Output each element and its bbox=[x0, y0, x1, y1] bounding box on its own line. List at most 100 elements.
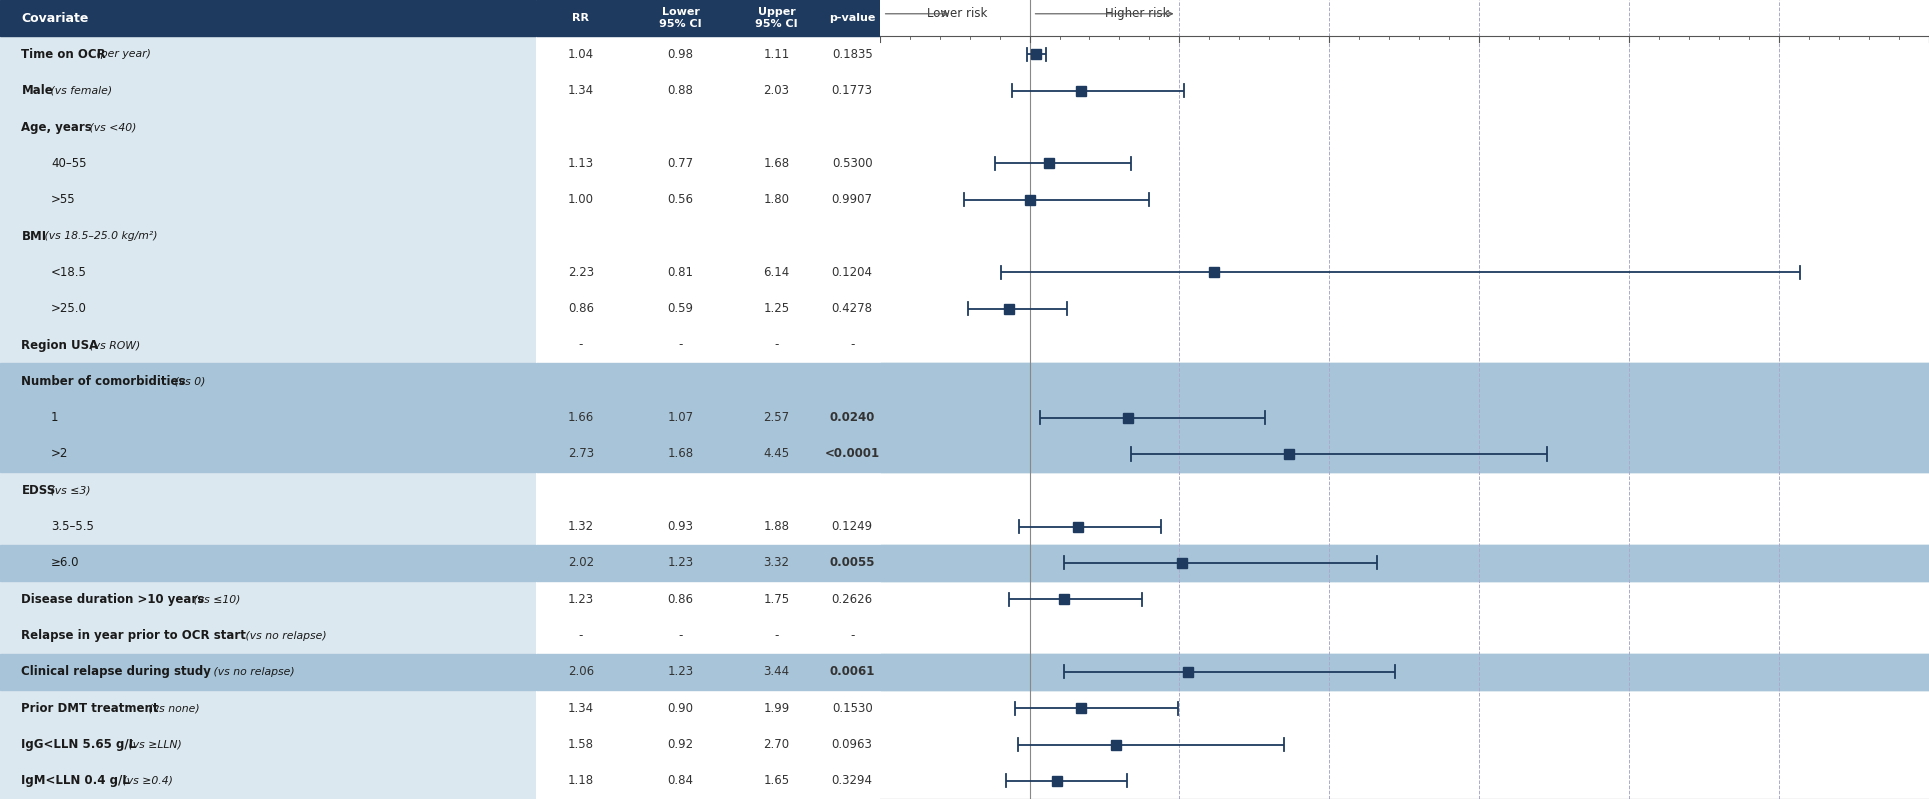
Text: 1.23: 1.23 bbox=[567, 593, 594, 606]
Text: 1.00: 1.00 bbox=[567, 193, 594, 206]
Bar bbox=[880, 400, 1929, 435]
Text: Lower
95% CI: Lower 95% CI bbox=[660, 7, 702, 30]
Text: (vs ≥0.4): (vs ≥0.4) bbox=[120, 776, 174, 786]
Text: Disease duration >10 years: Disease duration >10 years bbox=[21, 593, 204, 606]
Bar bbox=[0, 545, 536, 581]
Text: 2.57: 2.57 bbox=[764, 411, 789, 424]
Text: Prior DMT treatment: Prior DMT treatment bbox=[21, 702, 158, 714]
Text: RR: RR bbox=[573, 13, 590, 23]
Bar bbox=[536, 435, 880, 472]
Text: -: - bbox=[851, 339, 855, 352]
Bar bbox=[536, 400, 880, 435]
Text: -: - bbox=[679, 629, 683, 642]
Text: <0.0001: <0.0001 bbox=[824, 447, 880, 460]
Text: 0.0061: 0.0061 bbox=[829, 666, 876, 678]
Text: 2.23: 2.23 bbox=[567, 266, 594, 279]
Text: Number of comorbidities: Number of comorbidities bbox=[21, 375, 185, 388]
Text: Time on OCR: Time on OCR bbox=[21, 48, 106, 61]
Text: IgM<LLN 0.4 g/L: IgM<LLN 0.4 g/L bbox=[21, 774, 129, 787]
Text: 0.90: 0.90 bbox=[667, 702, 693, 714]
Text: Male: Male bbox=[21, 85, 54, 97]
Text: 1.75: 1.75 bbox=[764, 593, 789, 606]
Text: 2.06: 2.06 bbox=[567, 666, 594, 678]
Bar bbox=[880, 435, 1929, 472]
Text: 1.34: 1.34 bbox=[567, 702, 594, 714]
Text: -: - bbox=[679, 339, 683, 352]
Text: 2.73: 2.73 bbox=[567, 447, 594, 460]
Text: 0.1773: 0.1773 bbox=[831, 85, 872, 97]
Text: Age, years: Age, years bbox=[21, 121, 93, 133]
Text: (vs <40): (vs <40) bbox=[87, 122, 137, 132]
Text: 1.23: 1.23 bbox=[667, 556, 694, 570]
Text: Higher risk: Higher risk bbox=[1105, 7, 1169, 20]
Text: 0.92: 0.92 bbox=[667, 738, 694, 751]
Text: (vs ≤3): (vs ≤3) bbox=[48, 485, 91, 495]
Text: 1.11: 1.11 bbox=[764, 48, 789, 61]
Text: 0.1204: 0.1204 bbox=[831, 266, 872, 279]
Bar bbox=[880, 654, 1929, 690]
Text: (vs ≥LLN): (vs ≥LLN) bbox=[125, 740, 181, 749]
Text: >2: >2 bbox=[50, 447, 68, 460]
Text: Lower risk: Lower risk bbox=[928, 7, 988, 20]
Text: EDSS: EDSS bbox=[21, 484, 56, 497]
Text: 0.59: 0.59 bbox=[667, 302, 693, 315]
Text: 1.23: 1.23 bbox=[667, 666, 694, 678]
Text: 2.70: 2.70 bbox=[764, 738, 789, 751]
Text: >55: >55 bbox=[50, 193, 75, 206]
Bar bbox=[536, 364, 880, 400]
Text: 0.88: 0.88 bbox=[667, 85, 693, 97]
Text: (vs none): (vs none) bbox=[145, 703, 199, 714]
Text: Clinical relapse during study: Clinical relapse during study bbox=[21, 666, 212, 678]
Text: 1.32: 1.32 bbox=[567, 520, 594, 533]
Bar bbox=[880, 364, 1929, 400]
Text: 1.18: 1.18 bbox=[567, 774, 594, 787]
Text: Upper
95% CI: Upper 95% CI bbox=[756, 7, 799, 30]
Text: 0.5300: 0.5300 bbox=[831, 157, 872, 170]
Text: 0.4278: 0.4278 bbox=[831, 302, 872, 315]
Text: 1.99: 1.99 bbox=[764, 702, 789, 714]
Text: Relapse in year prior to OCR start: Relapse in year prior to OCR start bbox=[21, 629, 247, 642]
Text: BMI: BMI bbox=[21, 229, 46, 243]
Text: 3.5–5.5: 3.5–5.5 bbox=[50, 520, 95, 533]
Text: 0.3294: 0.3294 bbox=[831, 774, 872, 787]
Text: 0.86: 0.86 bbox=[667, 593, 693, 606]
Text: 2.03: 2.03 bbox=[764, 85, 789, 97]
Text: <18.5: <18.5 bbox=[50, 266, 87, 279]
Text: p-value: p-value bbox=[829, 13, 876, 23]
Text: 2.02: 2.02 bbox=[567, 556, 594, 570]
Text: IgG<LLN 5.65 g/L: IgG<LLN 5.65 g/L bbox=[21, 738, 137, 751]
Bar bbox=[0, 400, 536, 435]
Bar bbox=[880, 545, 1929, 581]
Text: 1.68: 1.68 bbox=[764, 157, 789, 170]
Text: 1.58: 1.58 bbox=[567, 738, 594, 751]
Text: -: - bbox=[851, 629, 855, 642]
Text: -: - bbox=[774, 339, 779, 352]
Text: (vs 18.5–25.0 kg/m²): (vs 18.5–25.0 kg/m²) bbox=[41, 231, 158, 241]
Text: 0.1530: 0.1530 bbox=[831, 702, 872, 714]
Bar bbox=[880, 435, 1929, 472]
Bar bbox=[880, 654, 1929, 690]
Text: ≥6.0: ≥6.0 bbox=[50, 556, 79, 570]
Text: Region USA: Region USA bbox=[21, 339, 98, 352]
Text: 1.25: 1.25 bbox=[764, 302, 789, 315]
Text: 40–55: 40–55 bbox=[50, 157, 87, 170]
Text: 0.1249: 0.1249 bbox=[831, 520, 872, 533]
Text: 3.44: 3.44 bbox=[764, 666, 789, 678]
Text: 0.0963: 0.0963 bbox=[831, 738, 872, 751]
Text: 0.98: 0.98 bbox=[667, 48, 693, 61]
Text: 1.34: 1.34 bbox=[567, 85, 594, 97]
Bar bbox=[536, 654, 880, 690]
Bar bbox=[880, 545, 1929, 581]
Text: >25.0: >25.0 bbox=[50, 302, 87, 315]
Text: 0.86: 0.86 bbox=[567, 302, 594, 315]
Text: 1.13: 1.13 bbox=[567, 157, 594, 170]
Text: -: - bbox=[579, 629, 583, 642]
Text: 0.93: 0.93 bbox=[667, 520, 693, 533]
Text: 0.9907: 0.9907 bbox=[831, 193, 872, 206]
Bar bbox=[536, 0, 880, 36]
Text: -: - bbox=[774, 629, 779, 642]
Bar bbox=[880, 400, 1929, 435]
Text: 1: 1 bbox=[50, 411, 58, 424]
Text: 1.07: 1.07 bbox=[667, 411, 694, 424]
Text: 3.32: 3.32 bbox=[764, 556, 789, 570]
